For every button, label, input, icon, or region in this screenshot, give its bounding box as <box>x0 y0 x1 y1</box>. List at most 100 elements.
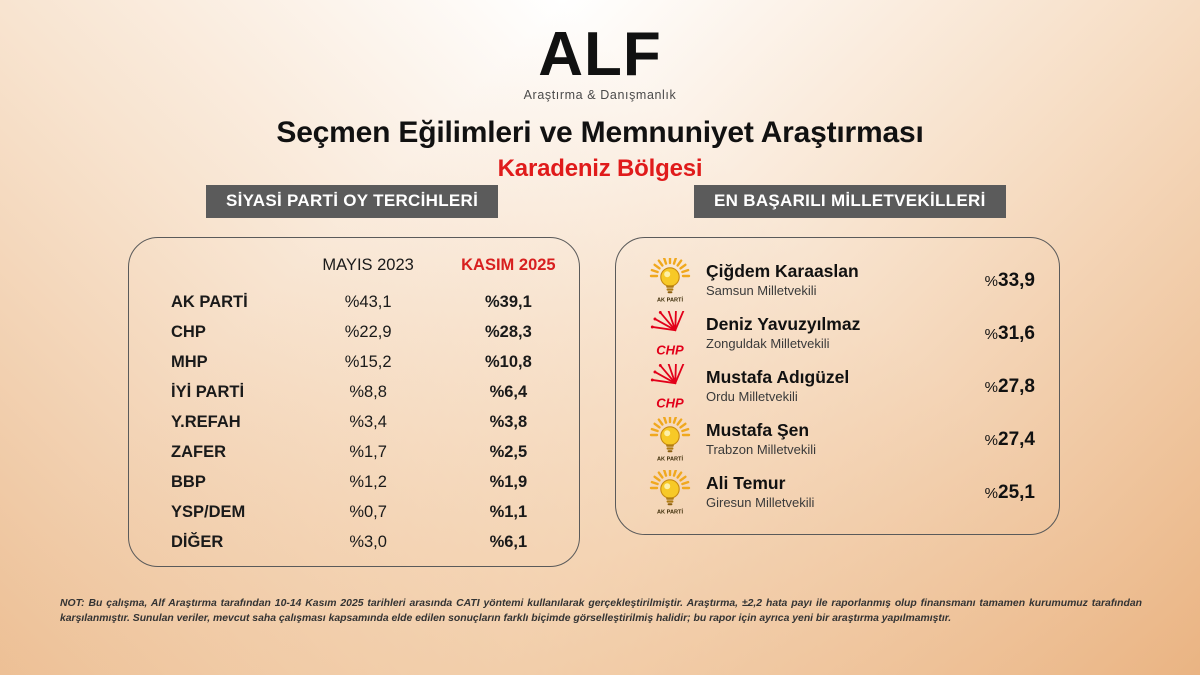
party-name-cell: CHP <box>171 322 206 341</box>
top-mps-list: AK PARTİ Çiğdem Karaaslan Samsun Milletve… <box>616 238 1059 519</box>
mp-approval-percent: %27,4 <box>949 429 1035 451</box>
percent-value: 27,4 <box>998 428 1035 450</box>
percent-value: 31,6 <box>998 322 1035 344</box>
mp-name: Mustafa Adıgüzel <box>706 367 850 388</box>
mp-name: Mustafa Şen <box>706 420 810 441</box>
percent-sign: % <box>984 378 999 396</box>
mayis-2023-value-cell: %0,7 <box>349 502 387 521</box>
chp-logo-icon: CHP <box>644 310 696 357</box>
mayis-2023-value-cell: %3,0 <box>349 532 387 551</box>
mayis-2023-value-cell: %22,9 <box>344 322 392 341</box>
column-header-kasim-2025: KASIM 2025 <box>461 256 556 274</box>
party-name-cell: MHP <box>171 352 208 371</box>
party-name-cell: BBP <box>171 472 206 491</box>
mp-constituency: Zonguldak Milletvekili <box>706 336 830 351</box>
party-name-cell: DİĞER <box>171 532 224 551</box>
mayis-2023-value-cell: %1,2 <box>349 472 387 491</box>
methodology-note: NOT: Bu çalışma, Alf Araştırma tarafında… <box>60 598 1142 624</box>
mayis-2023-value-cell: %43,1 <box>344 292 392 311</box>
percent-value: 27,8 <box>998 375 1035 397</box>
list-item: CHP Mustafa Adıgüzel Ordu Milletvekili %27… <box>616 360 1059 413</box>
mp-name: Deniz Yavuzyılmaz <box>706 314 861 335</box>
svg-text:AK PARTİ: AK PARTİ <box>657 455 683 462</box>
table-row: MHP %15,2 %10,8 <box>129 347 579 377</box>
party-name-cell: AK PARTİ <box>171 292 248 311</box>
alf-logo: ALF Araştırma & Danışmanlık <box>0 0 1200 102</box>
kasim-2025-value-cell: %10,8 <box>484 352 532 371</box>
mp-approval-percent: %33,9 <box>949 270 1035 292</box>
svg-text:AK PARTİ: AK PARTİ <box>657 296 683 303</box>
mp-constituency: Trabzon Milletvekili <box>706 442 817 457</box>
party-votes-card: MAYIS 2023 KASIM 2025 AK PARTİ %43,1 %39,1… <box>128 237 580 567</box>
akparti-logo-icon: AK PARTİ <box>644 469 696 516</box>
percent-sign: % <box>984 484 999 502</box>
table-row: CHP %22,9 %28,3 <box>129 317 579 347</box>
mp-approval-percent: %27,8 <box>949 376 1035 398</box>
percent-value: 25,1 <box>998 481 1035 503</box>
kasim-2025-value-cell: %39,1 <box>484 292 532 311</box>
table-row: DİĞER %3,0 %6,1 <box>129 527 579 557</box>
svg-text:CHP: CHP <box>656 342 684 356</box>
mp-info: Mustafa Adıgüzel Ordu Milletvekili <box>706 368 949 404</box>
table-row: İYİ PARTİ %8,8 %6,4 <box>129 377 579 407</box>
column-header-party <box>129 238 299 287</box>
mp-info: Çiğdem Karaaslan Samsun Milletvekili <box>706 262 949 298</box>
akparti-logo-icon: AK PARTİ <box>644 416 696 463</box>
mp-approval-percent: %25,1 <box>949 482 1035 504</box>
list-item: AK PARTİ Mustafa Şen Trabzon Milletvekili… <box>616 413 1059 466</box>
mp-name: Çiğdem Karaaslan <box>706 261 859 282</box>
mp-approval-percent: %31,6 <box>949 323 1035 345</box>
party-name-cell: Y.REFAH <box>171 412 241 431</box>
list-item: CHP Deniz Yavuzyılmaz Zonguldak Milletvek… <box>616 307 1059 360</box>
party-votes-table: MAYIS 2023 KASIM 2025 AK PARTİ %43,1 %39,1… <box>129 238 579 557</box>
party-name-cell: İYİ PARTİ <box>171 382 245 401</box>
mayis-2023-value-cell: %15,2 <box>344 352 392 371</box>
mp-constituency: Ordu Milletvekili <box>706 389 798 404</box>
party-table-body: AK PARTİ %43,1 %39,1 CHP %22,9 %28,3 MHP %15,2%… <box>129 287 579 557</box>
list-item: AK PARTİ Çiğdem Karaaslan Samsun Milletve… <box>616 254 1059 307</box>
mp-info: Ali Temur Giresun Milletvekili <box>706 474 949 510</box>
akparti-logo-icon: AK PARTİ <box>644 257 696 304</box>
poster-header: ALF Araştırma & Danışmanlık Seçmen Eğili… <box>0 0 1200 183</box>
party-table-head: MAYIS 2023 KASIM 2025 <box>129 238 579 287</box>
mayis-2023-value-cell: %8,8 <box>349 382 387 401</box>
kasim-2025-value-cell: %2,5 <box>489 442 528 461</box>
party-name-cell: ZAFER <box>171 442 226 461</box>
kasim-2025-value-cell: %6,1 <box>489 532 528 551</box>
mp-info: Mustafa Şen Trabzon Milletvekili <box>706 421 949 457</box>
kasim-2025-value-cell: %6,4 <box>489 382 528 401</box>
section-header-top-mps: EN BAŞARILI MİLLETVEKİLLERİ <box>694 185 1006 218</box>
percent-sign: % <box>984 272 999 290</box>
top-mps-card: AK PARTİ Çiğdem Karaaslan Samsun Milletve… <box>615 237 1060 535</box>
kasim-2025-value-cell: %1,1 <box>489 502 528 521</box>
page-subtitle: Karadeniz Bölgesi <box>497 154 703 182</box>
percent-sign: % <box>984 325 999 343</box>
kasim-2025-value-cell: %28,3 <box>484 322 532 341</box>
svg-text:AK PARTİ: AK PARTİ <box>657 508 683 515</box>
alf-logo-text: ALF <box>538 20 662 89</box>
section-header-party-votes: SİYASİ PARTİ OY TERCİHLERİ <box>206 185 499 218</box>
kasim-2025-value-cell: %1,9 <box>489 472 528 491</box>
party-name-cell: YSP/DEM <box>171 502 246 521</box>
table-row: BBP %1,2 %1,9 <box>129 467 579 497</box>
mayis-2023-value-cell: %3,4 <box>349 412 387 431</box>
table-row: AK PARTİ %43,1 %39,1 <box>129 287 579 317</box>
mp-constituency: Samsun Milletvekili <box>706 283 817 298</box>
percent-sign: % <box>984 431 999 449</box>
table-header-row: MAYIS 2023 KASIM 2025 <box>129 238 579 287</box>
mp-name: Ali Temur <box>706 473 786 494</box>
mp-constituency: Giresun Milletvekili <box>706 495 815 510</box>
table-row: ZAFER %1,7 %2,5 <box>129 437 579 467</box>
mp-info: Deniz Yavuzyılmaz Zonguldak Milletvekili <box>706 315 949 351</box>
table-row: Y.REFAH %3,4 %3,8 <box>129 407 579 437</box>
chp-logo-icon: CHP <box>644 363 696 410</box>
kasim-2025-value-cell: %3,8 <box>489 412 528 431</box>
percent-value: 33,9 <box>998 269 1035 291</box>
table-row: YSP/DEM %0,7 %1,1 <box>129 497 579 527</box>
column-header-mayis-2023: MAYIS 2023 <box>322 256 414 274</box>
alf-logo-tagline: Araştırma & Danışmanlık <box>523 87 677 102</box>
page-title: Seçmen Eğilimleri ve Memnuniyet Araştırm… <box>276 115 924 149</box>
svg-text:CHP: CHP <box>656 395 684 409</box>
mayis-2023-value-cell: %1,7 <box>349 442 387 461</box>
